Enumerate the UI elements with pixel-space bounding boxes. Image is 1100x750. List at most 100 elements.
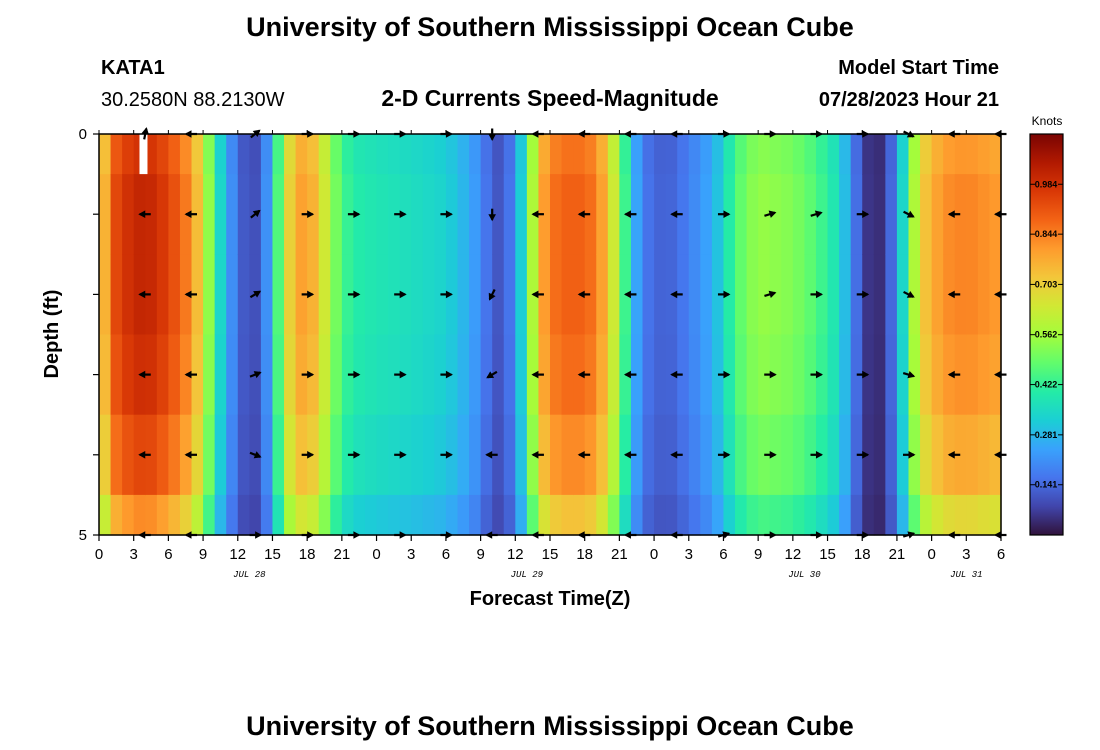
current-arrow [947, 370, 961, 379]
heatmap-cell [896, 174, 910, 255]
x-tick-label: 6 [719, 546, 727, 563]
heatmap-cell [735, 174, 748, 255]
heatmap-cell [758, 494, 771, 536]
current-arrow [577, 290, 591, 299]
current-arrow [184, 451, 198, 459]
x-tick-label: 6 [997, 546, 1005, 563]
current-arrow [184, 290, 198, 299]
heatmap-cell [179, 134, 193, 175]
heatmap-cell [977, 134, 991, 175]
heatmap-cell [839, 174, 852, 255]
heatmap-cell [769, 494, 782, 536]
heatmap-cell [677, 334, 690, 416]
heatmap-cell [908, 334, 921, 416]
current-arrow [856, 451, 870, 459]
heatmap-cell [399, 494, 412, 536]
current-arrow [249, 451, 262, 459]
heatmap-cell [688, 174, 701, 255]
heatmap-cell [792, 334, 806, 416]
current-arrow [249, 371, 262, 379]
heatmap-cell [550, 414, 563, 496]
current-arrow [810, 290, 823, 299]
y-axis: 05 [79, 126, 1006, 544]
heatmap-cell [538, 414, 551, 496]
current-arrow [138, 210, 151, 218]
heatmap-cell [758, 254, 771, 336]
current-arrow [717, 210, 731, 218]
heatmap-cell [873, 254, 886, 336]
heatmap-cell [607, 414, 620, 496]
x-tick-label: 21 [611, 546, 628, 563]
heatmap-cell [318, 254, 331, 336]
heatmap-cell [480, 334, 493, 416]
heatmap-cell [526, 134, 540, 175]
current-arrow [902, 451, 916, 459]
heatmap-cell [307, 494, 320, 536]
heatmap-cell [735, 334, 748, 416]
x-tick-label: 6 [442, 546, 450, 563]
heatmap-cell [341, 134, 355, 175]
heatmap-cell [607, 334, 620, 416]
heatmap-cell [561, 414, 574, 496]
heatmap-cell [168, 414, 181, 496]
heatmap-cell [954, 414, 967, 496]
heatmap-cell [723, 494, 736, 536]
x-tick-label: 9 [199, 546, 207, 563]
heatmap-cell [156, 334, 169, 416]
heatmap-cell [411, 494, 424, 536]
heatmap-cell [538, 174, 551, 255]
heatmap-cell [260, 494, 274, 536]
heatmap-cell [607, 134, 620, 175]
heatmap-cell [966, 254, 979, 336]
heatmap-cell [654, 174, 667, 255]
heatmap-cell [376, 334, 389, 416]
heatmap-cell [214, 254, 227, 336]
heatmap-cell [492, 414, 505, 496]
heatmap-cell [284, 414, 297, 496]
heatmap-cell [307, 134, 320, 175]
current-arrow [347, 451, 361, 459]
x-axis-label: Forecast Time(Z) [470, 588, 631, 610]
heatmap-cell [885, 134, 898, 175]
heatmap-cell [168, 494, 181, 536]
heatmap-cell [364, 334, 378, 416]
heatmap-cell [492, 494, 505, 536]
heatmap-cell [422, 334, 435, 416]
heatmap-cell [677, 174, 690, 255]
heatmap-cell [954, 254, 967, 336]
heatmap-cell [607, 174, 620, 255]
page-title: University of Southern Mississippi Ocean… [246, 12, 854, 42]
heatmap-cell [515, 334, 528, 416]
current-arrow [250, 209, 261, 219]
current-arrow [947, 290, 961, 299]
heatmap-cell [318, 494, 331, 536]
heatmap-cell [688, 414, 701, 496]
heatmap-cell [977, 414, 991, 496]
heatmap-cell [642, 174, 655, 255]
heatmap-cell [538, 334, 551, 416]
current-arrow [394, 210, 407, 218]
heatmap-cell [943, 494, 956, 536]
heatmap-cell [966, 494, 979, 536]
heatmap-cell [503, 174, 516, 255]
heatmap-cell [168, 334, 181, 416]
heatmap-cell [550, 334, 563, 416]
heatmap-cell [492, 134, 505, 175]
heatmap-cell [156, 174, 169, 255]
current-arrow [184, 210, 198, 218]
heatmap-cell [896, 254, 910, 336]
heatmap-cell [318, 134, 331, 175]
heatmap-cell [237, 334, 250, 416]
heatmap-cell [110, 174, 123, 255]
heatmap-cell [284, 134, 297, 175]
current-arrow [856, 210, 870, 218]
current-arrow [947, 451, 961, 459]
heatmap-cell [260, 254, 274, 336]
heatmap-cell [827, 174, 840, 255]
heatmap-cell [550, 254, 563, 336]
heatmap-cell [457, 414, 470, 496]
heatmap-cell [746, 134, 759, 175]
heatmap-cell [376, 254, 389, 336]
heatmap-cell [908, 134, 921, 175]
